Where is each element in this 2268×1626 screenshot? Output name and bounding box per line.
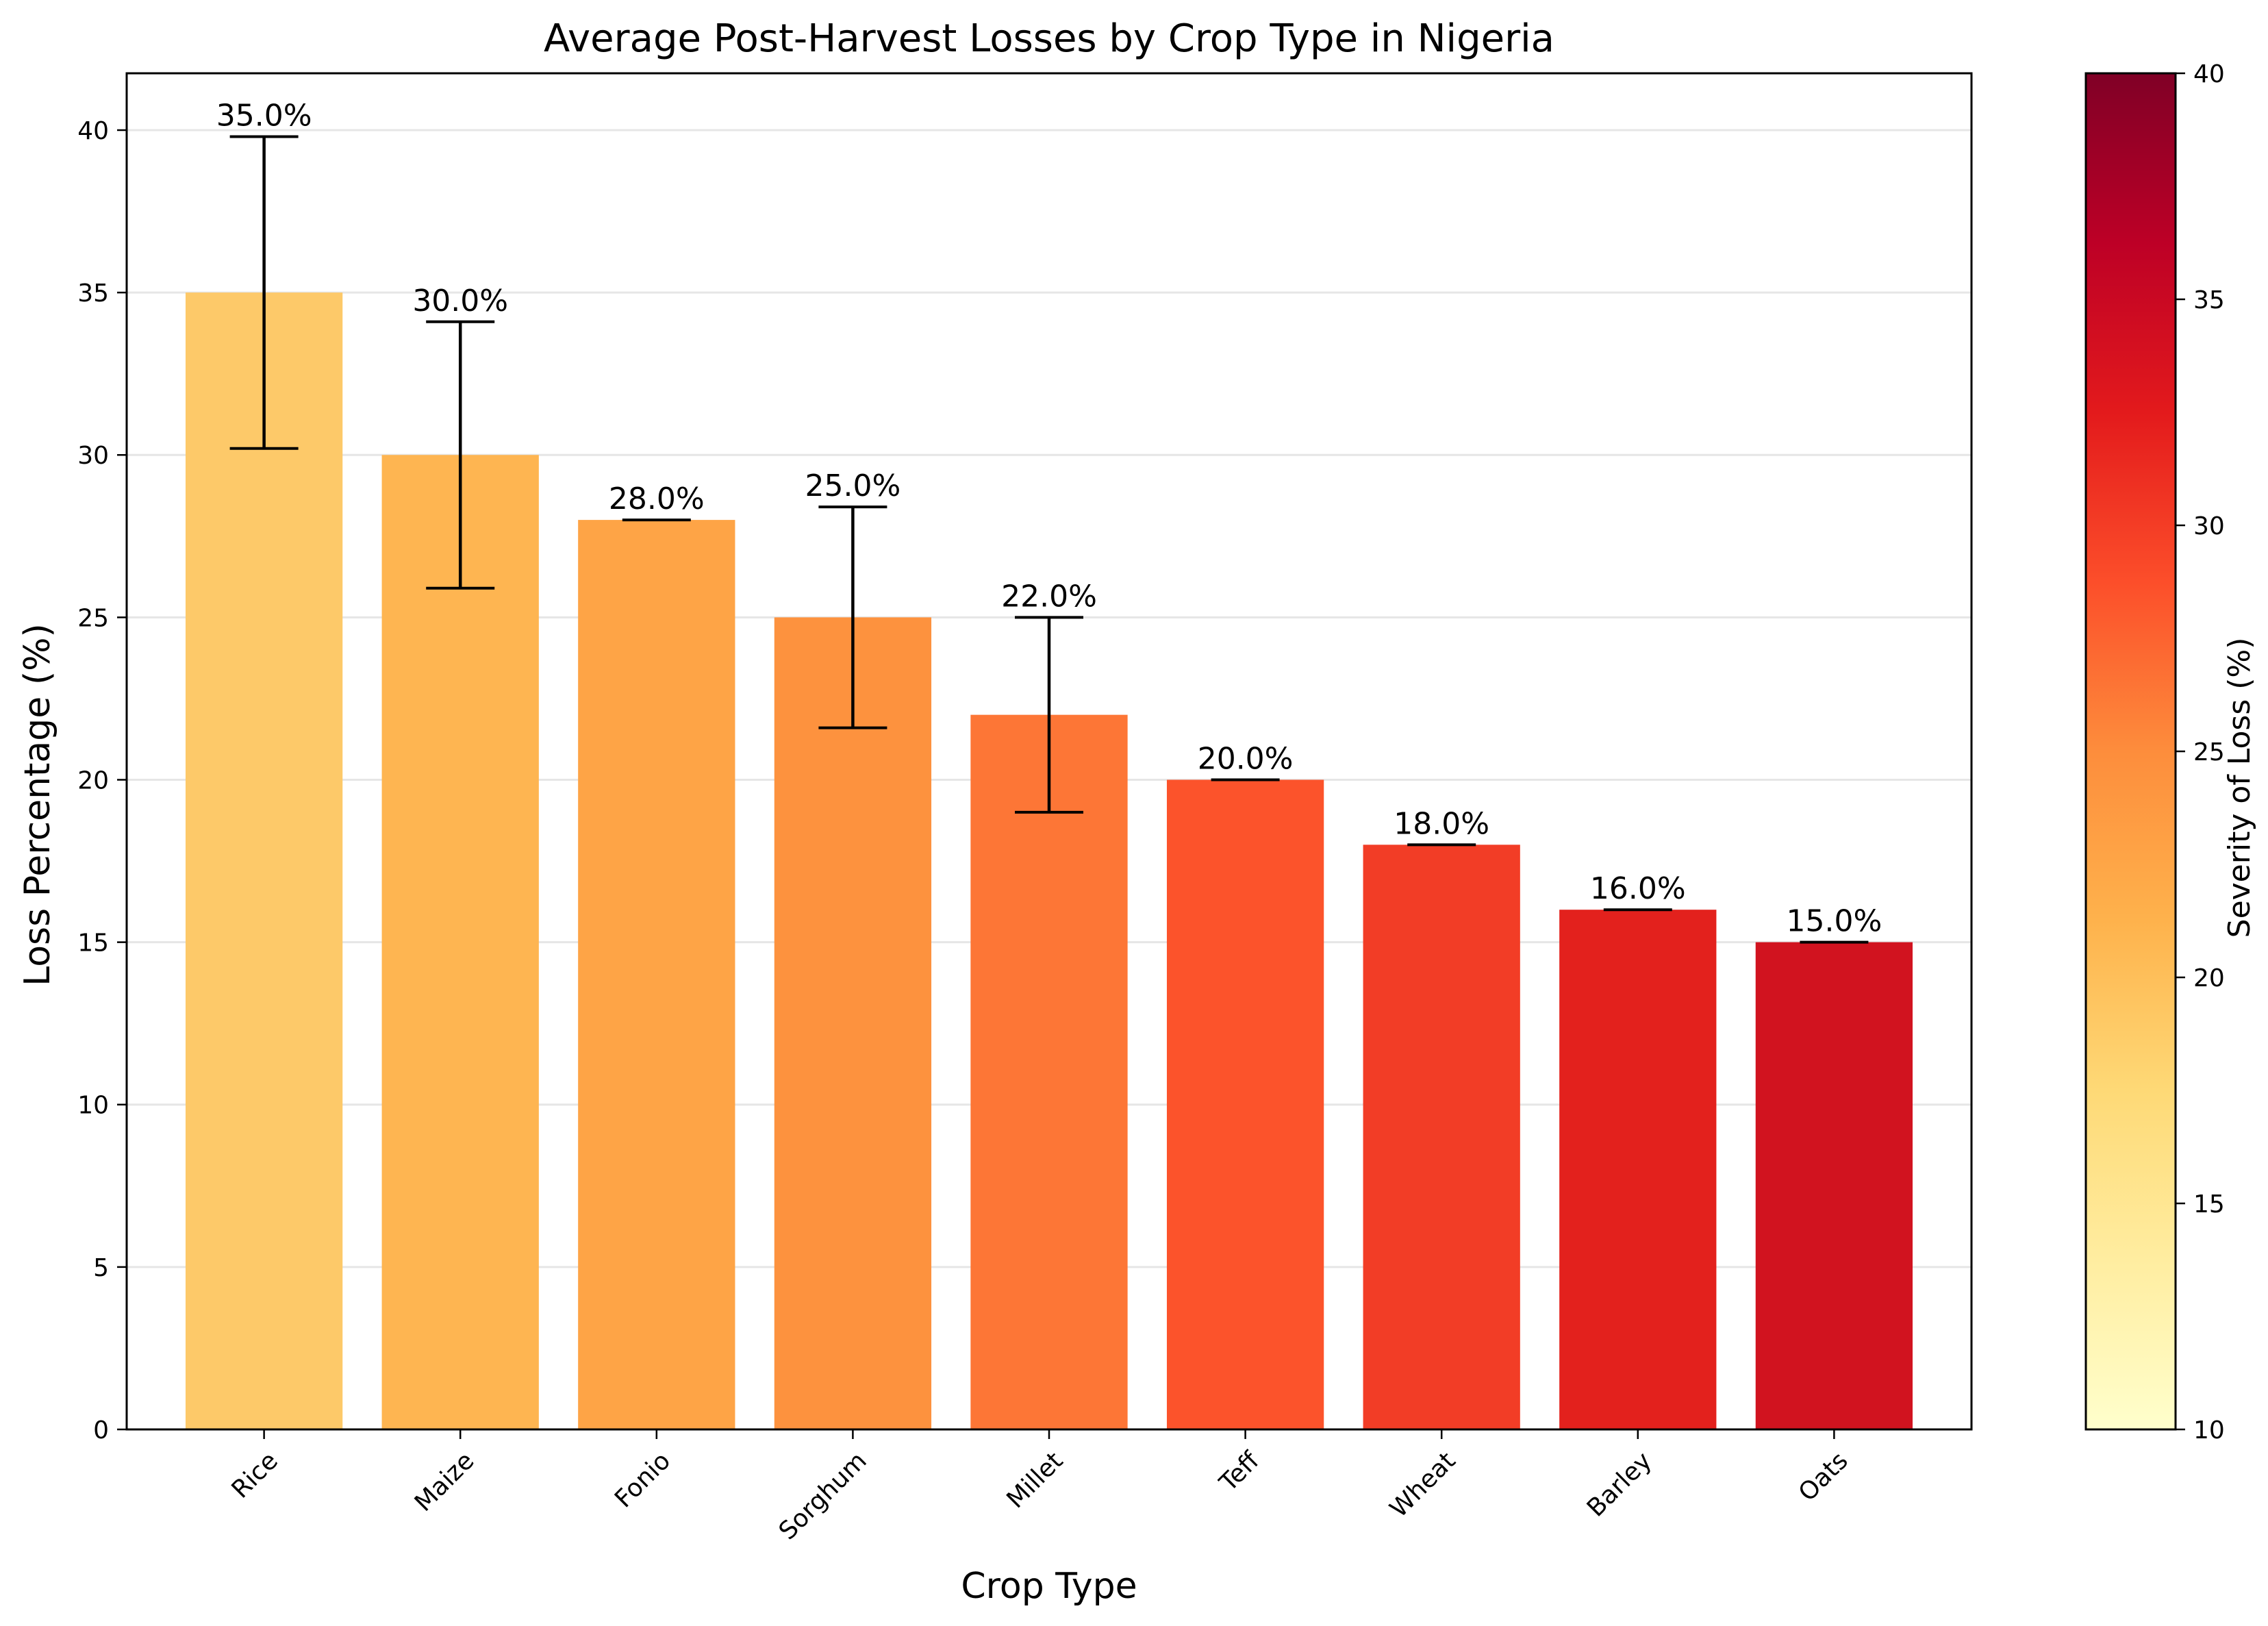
y-tick-label: 40 bbox=[77, 117, 109, 145]
x-tick-label: Rice bbox=[227, 1447, 284, 1503]
bars bbox=[185, 292, 1913, 1429]
bar bbox=[578, 520, 735, 1429]
colorbar-tick-label: 40 bbox=[2193, 60, 2225, 88]
colorbar: 10 15 20 25 30 35 40 bbox=[2084, 60, 2225, 1444]
data-label: 18.0% bbox=[1394, 806, 1489, 841]
y-tick-label: 5 bbox=[93, 1254, 109, 1282]
data-label: 25.0% bbox=[805, 468, 901, 503]
bar bbox=[381, 455, 539, 1429]
data-label: 22.0% bbox=[1001, 579, 1097, 614]
x-tick-label: Teff bbox=[1214, 1447, 1265, 1498]
x-tick-label: Oats bbox=[1793, 1447, 1854, 1507]
chart-title: Average Post-Harvest Losses by Crop Type… bbox=[544, 16, 1554, 61]
colorbar-tick-label: 35 bbox=[2193, 286, 2225, 314]
colorbar-tick-label: 20 bbox=[2193, 964, 2225, 992]
y-axis-label: Loss Percentage (%) bbox=[17, 623, 58, 986]
bar bbox=[1166, 779, 1324, 1429]
x-tick-label: Maize bbox=[410, 1447, 480, 1517]
y-tick-label: 25 bbox=[77, 604, 109, 632]
x-tick-label: Fonio bbox=[609, 1447, 676, 1513]
colorbar-gradient bbox=[2086, 73, 2176, 1429]
bar bbox=[1363, 845, 1520, 1429]
x-axis-label: Crop Type bbox=[961, 1566, 1137, 1607]
x-tick-label: Millet bbox=[1002, 1447, 1069, 1514]
y-tick-label: 0 bbox=[93, 1416, 109, 1444]
colorbar-tick-label: 25 bbox=[2193, 738, 2225, 766]
data-label: 16.0% bbox=[1590, 871, 1686, 906]
x-tick-label: Barley bbox=[1582, 1447, 1657, 1522]
plot-frame bbox=[125, 72, 1973, 1431]
y-tick-label: 10 bbox=[77, 1092, 109, 1120]
data-labels: 35.0% 30.0% 28.0% 25.0% 22.0% 20.0% 18.0% 16.0%… bbox=[216, 98, 1882, 938]
bar bbox=[970, 714, 1128, 1429]
colorbar-tick-label: 30 bbox=[2193, 512, 2225, 540]
bar bbox=[1755, 942, 1913, 1429]
y-tick-label: 20 bbox=[77, 766, 109, 795]
colorbar-label: Severity of Loss (%) bbox=[2222, 638, 2257, 938]
colorbar-tick-label: 15 bbox=[2193, 1190, 2225, 1218]
bar bbox=[774, 617, 932, 1429]
error-bars bbox=[229, 135, 1869, 944]
bar bbox=[185, 292, 343, 1429]
colorbar-tick-label: 10 bbox=[2193, 1416, 2225, 1444]
data-label: 28.0% bbox=[609, 481, 705, 516]
y-tick-label: 15 bbox=[77, 929, 109, 958]
data-label: 20.0% bbox=[1198, 741, 1294, 776]
x-tick-label: Sorghum bbox=[774, 1447, 872, 1545]
y-tick-label: 35 bbox=[77, 279, 109, 308]
x-tick-label: Wheat bbox=[1385, 1447, 1461, 1523]
data-label: 30.0% bbox=[412, 284, 508, 318]
bar bbox=[1559, 910, 1717, 1429]
data-label: 15.0% bbox=[1786, 904, 1882, 939]
y-tick-label: 30 bbox=[77, 442, 109, 470]
data-label: 35.0% bbox=[216, 98, 312, 133]
